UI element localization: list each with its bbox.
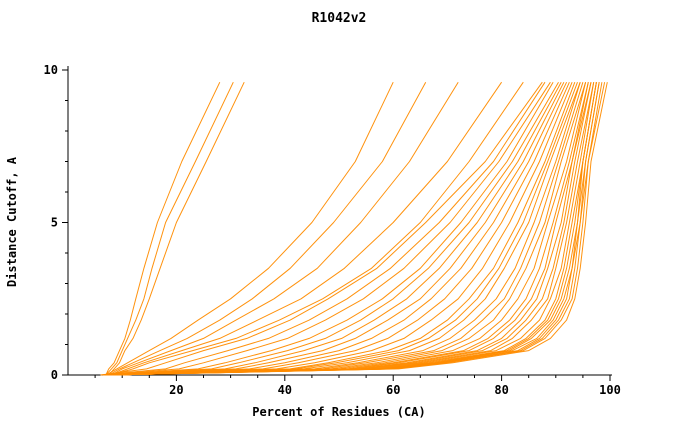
model-curve	[108, 82, 581, 376]
model-curve	[105, 82, 576, 376]
plot-title: R1042v2	[312, 11, 367, 26]
model-curve	[103, 81, 554, 376]
model-curve	[108, 82, 581, 376]
model-curve	[111, 82, 592, 376]
model-curve	[108, 82, 587, 376]
model-curve	[105, 81, 394, 376]
model-curve	[105, 81, 570, 376]
model-curve	[111, 81, 524, 376]
y-axis-label: Distance Cutoff, A	[5, 156, 19, 287]
model-curve	[100, 81, 543, 376]
model-curve	[105, 81, 565, 376]
model-curve	[103, 81, 559, 376]
model-curves	[100, 81, 608, 376]
model-curve	[108, 81, 427, 376]
model-curve	[111, 82, 595, 376]
model-curve	[105, 81, 562, 376]
model-curve	[103, 81, 551, 376]
x-tick-label: 60	[386, 383, 400, 397]
model-curve	[111, 82, 595, 376]
model-curve	[111, 81, 459, 376]
model-curve	[111, 82, 597, 376]
model-curve	[111, 82, 589, 376]
model-curve	[111, 81, 503, 376]
x-tick-label: 20	[169, 383, 183, 397]
x-axis-label: Percent of Residues (CA)	[252, 405, 425, 419]
model-curve	[108, 82, 584, 376]
y-tick-label: 10	[44, 63, 58, 77]
model-curve	[108, 82, 578, 376]
model-curve	[108, 82, 589, 376]
model-curve	[111, 82, 606, 376]
model-curve	[105, 81, 221, 376]
model-curve	[108, 81, 245, 376]
y-tick-label: 5	[51, 216, 58, 230]
model-curve	[100, 81, 546, 376]
axes: 20 40 60 80 100 0 5 10	[44, 63, 621, 397]
model-curve	[105, 81, 568, 376]
x-tick-label: 80	[494, 383, 508, 397]
model-curve	[111, 82, 592, 376]
x-tick-label: 40	[278, 383, 292, 397]
model-curve	[111, 82, 608, 376]
x-tick-label: 100	[599, 383, 621, 397]
y-tick-label: 0	[51, 368, 58, 382]
model-curve	[108, 82, 587, 376]
model-curve	[105, 81, 234, 376]
model-curve	[105, 82, 573, 376]
